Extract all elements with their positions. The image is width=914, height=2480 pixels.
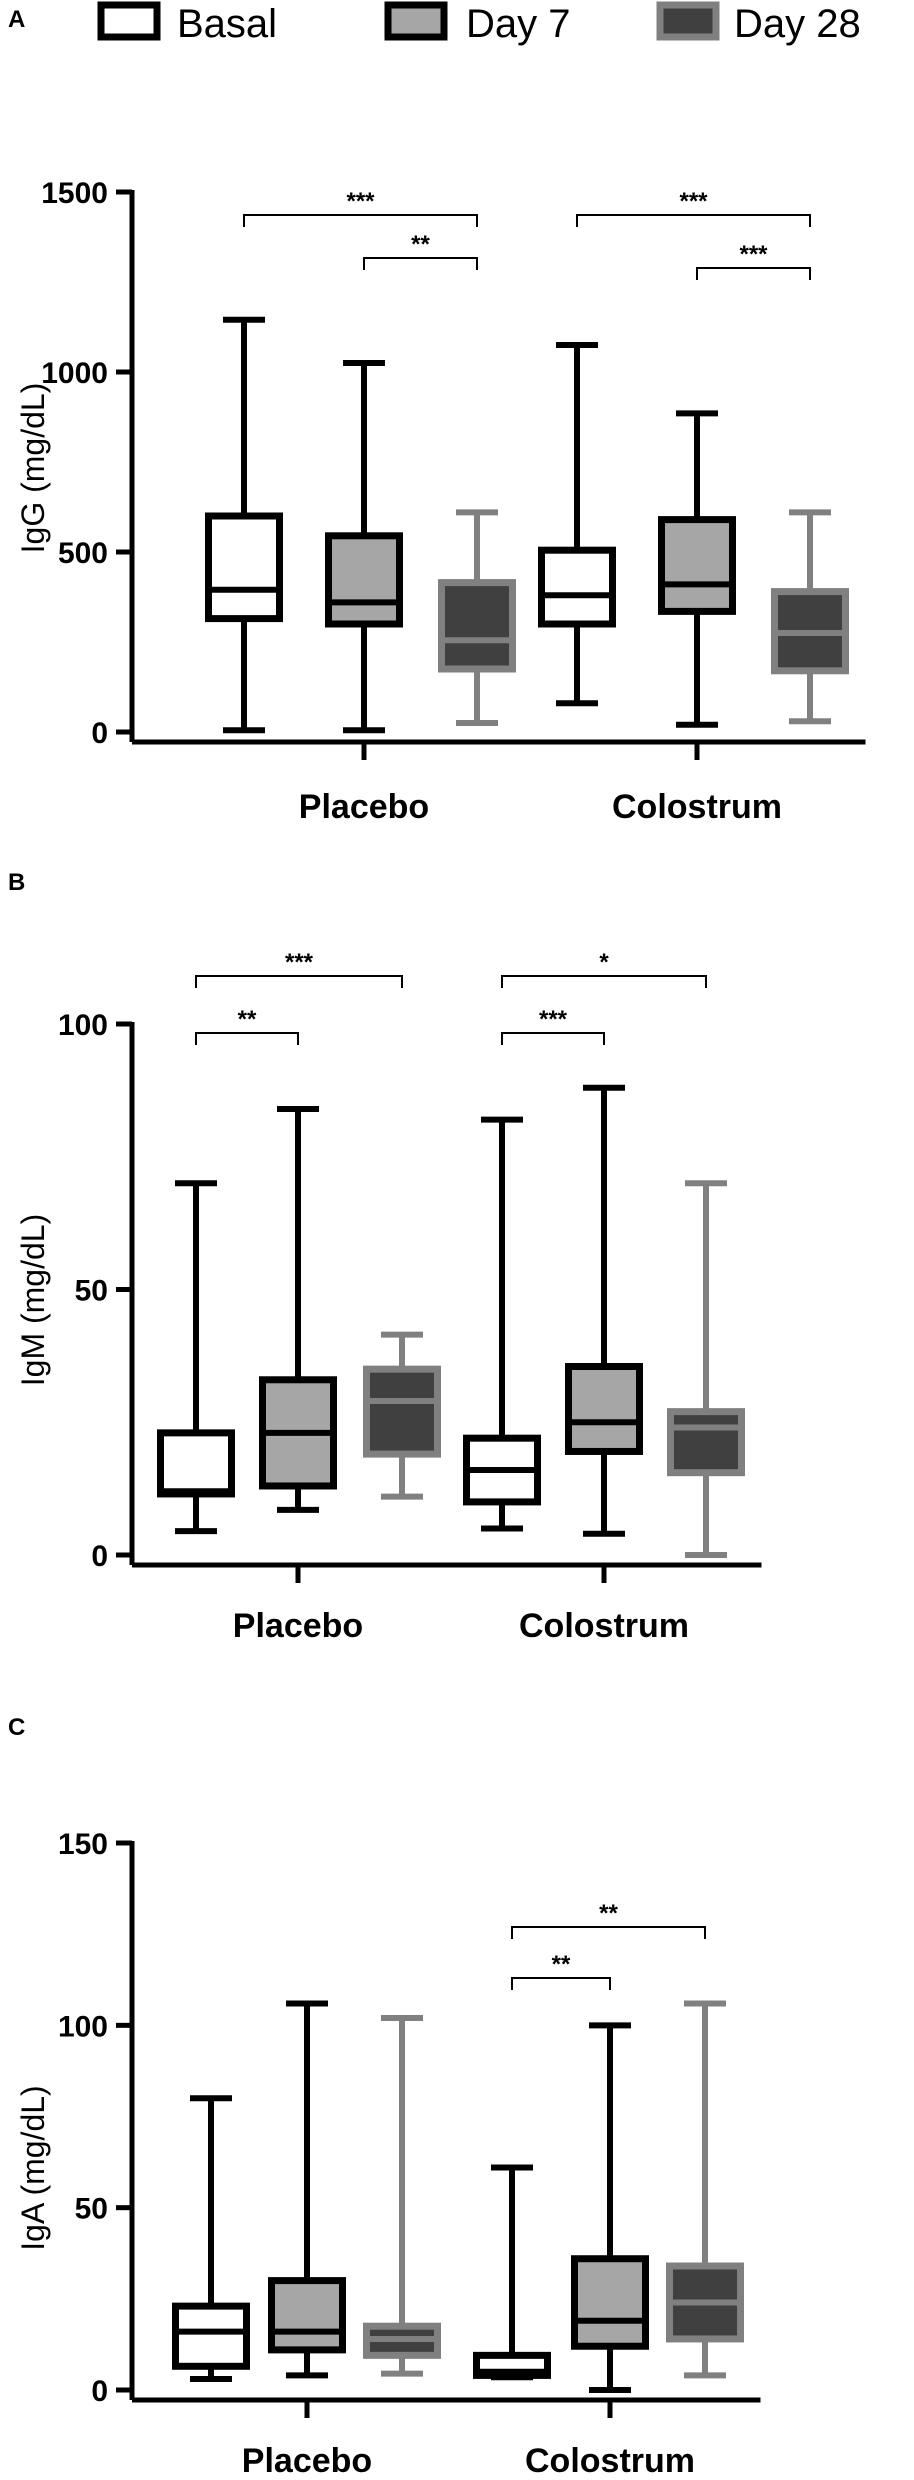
significance-label: **	[238, 1006, 257, 1033]
significance-bracket: ***	[195, 949, 403, 988]
significance-bracket: ***	[501, 1006, 605, 1045]
bracket-line	[511, 1926, 706, 1939]
box-colostrum-basal	[473, 2164, 551, 2381]
legend-swatch-day7	[384, 1, 448, 41]
significance-bracket: **	[511, 1951, 611, 1990]
box-iqr	[538, 546, 616, 628]
box-colostrum-day-7	[565, 1084, 643, 1537]
bracket-line	[576, 214, 811, 227]
significance-label: ***	[285, 949, 314, 976]
panel-a: A IgG (mg/dL) 0 500 1000 1500 Placebo Colostr…	[8, 6, 866, 826]
significance-label: ***	[679, 188, 708, 215]
y-axis-label: IgA (mg/dL)	[15, 2085, 51, 2250]
significance-bracket: ***	[696, 241, 811, 280]
y-tick-label: 1500	[41, 177, 108, 210]
panel-letter: A	[8, 6, 25, 33]
significance-bracket: **	[511, 1900, 706, 1939]
panel-c: C IgA (mg/dL) 0 50 100 150 Placebo Colostrum *…	[8, 1714, 761, 2480]
box-placebo-day-7	[268, 2000, 346, 2379]
y-tick-label: 150	[58, 1828, 108, 1861]
bracket-line	[696, 267, 811, 280]
legend-label-day7: Day 7	[466, 2, 571, 46]
box-colostrum-basal	[538, 342, 616, 707]
category-label-colostrum: Colostrum	[612, 788, 782, 826]
significance-bracket: ***	[243, 188, 478, 227]
legend: Basal Day 7 Day 28	[97, 1, 861, 46]
legend-swatch-day28	[656, 1, 720, 41]
y-tick-label: 500	[58, 537, 108, 570]
box-colostrum-day-28	[667, 1180, 745, 1558]
box-iqr	[205, 512, 283, 623]
box-placebo-day-28	[363, 2015, 441, 2377]
panel-letter: C	[8, 1714, 25, 1741]
bracket-line	[195, 1032, 299, 1045]
y-tick-label: 50	[75, 1275, 108, 1308]
category-label-placebo: Placebo	[299, 788, 429, 826]
bracket-line	[511, 1977, 611, 1990]
significance-label: *	[599, 949, 609, 976]
box-colostrum-day-7	[658, 410, 736, 728]
box-colostrum-day-7	[571, 2022, 649, 2393]
significance-label: **	[552, 1951, 571, 1978]
box-iqr	[325, 532, 403, 628]
box-iqr	[571, 2255, 649, 2350]
box-iqr	[565, 1362, 643, 1455]
significance-label: ***	[346, 188, 375, 215]
box-placebo-day-28	[438, 509, 516, 726]
category-label-colostrum: Colostrum	[519, 1607, 689, 1645]
significance-bracket: ***	[576, 188, 811, 227]
box-colostrum-day-28	[771, 509, 849, 725]
bracket-line	[243, 214, 478, 227]
box-iqr	[363, 1365, 441, 1458]
y-tick-label: 0	[91, 1540, 108, 1573]
box-placebo-basal	[157, 1180, 235, 1535]
box-iqr	[658, 516, 736, 615]
box-iqr	[157, 1429, 235, 1498]
box-placebo-basal	[205, 316, 283, 734]
y-axis-label: IgG (mg/dL)	[15, 383, 51, 554]
bracket-line	[501, 1032, 605, 1045]
y-tick-label: 1000	[41, 357, 108, 390]
significance-label: **	[411, 231, 430, 258]
bracket-line	[195, 975, 403, 988]
legend-label-day28: Day 28	[734, 2, 861, 46]
box-iqr	[667, 1408, 745, 1477]
box-colostrum-day-28	[666, 2000, 744, 2379]
y-tick-label: 0	[91, 717, 108, 750]
box-iqr	[438, 579, 516, 673]
category-label-colostrum: Colostrum	[525, 2442, 695, 2480]
significance-bracket: *	[501, 949, 707, 988]
box-placebo-day-28	[363, 1331, 441, 1500]
legend-swatch-basal	[97, 1, 161, 41]
y-tick-label: 100	[58, 1009, 108, 1042]
panel-letter: B	[8, 869, 25, 896]
bracket-line	[501, 975, 707, 988]
bracket-line	[363, 257, 478, 270]
y-tick-label: 50	[75, 2193, 108, 2226]
box-placebo-basal	[172, 2095, 250, 2383]
box-iqr	[172, 2302, 250, 2370]
significance-bracket: **	[363, 231, 478, 270]
y-tick-label: 0	[91, 2375, 108, 2408]
category-label-placebo: Placebo	[242, 2442, 372, 2480]
box-placebo-day-7	[259, 1105, 337, 1513]
significance-bracket: **	[195, 1006, 299, 1045]
significance-label: **	[599, 1900, 618, 1927]
y-axis-label: IgM (mg/dL)	[15, 1214, 51, 1386]
legend-label-basal: Basal	[177, 2, 277, 46]
y-tick-label: 100	[58, 2010, 108, 2043]
box-iqr	[268, 2277, 346, 2354]
significance-label: ***	[739, 241, 768, 268]
box-placebo-day-7	[325, 360, 403, 734]
category-label-placebo: Placebo	[233, 1607, 363, 1645]
box-colostrum-basal	[463, 1116, 541, 1532]
significance-label: ***	[539, 1006, 568, 1033]
